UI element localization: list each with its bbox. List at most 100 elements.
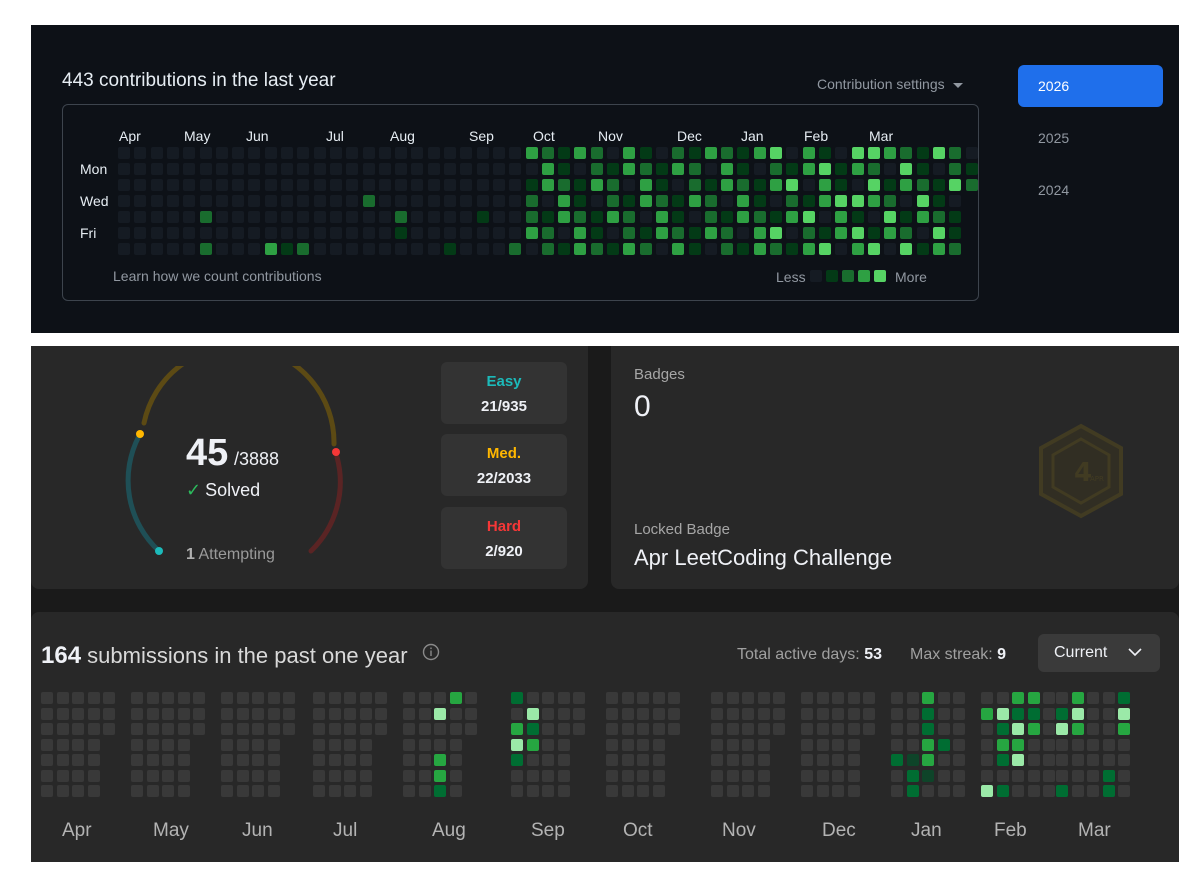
contribution-day-cell[interactable] bbox=[786, 163, 799, 175]
contribution-day-cell[interactable] bbox=[835, 147, 848, 159]
contribution-day-cell[interactable] bbox=[770, 179, 782, 191]
submission-day-cell[interactable] bbox=[1012, 785, 1024, 797]
submission-day-cell[interactable] bbox=[449, 707, 462, 720]
submission-day-cell[interactable] bbox=[418, 723, 431, 735]
submission-day-cell[interactable] bbox=[283, 707, 295, 720]
contribution-day-cell[interactable] bbox=[232, 195, 245, 207]
submission-day-cell[interactable] bbox=[981, 769, 993, 782]
submission-day-cell[interactable] bbox=[193, 707, 205, 720]
submission-day-cell[interactable] bbox=[283, 723, 295, 735]
submission-day-cell[interactable] bbox=[193, 723, 205, 735]
submission-day-cell[interactable] bbox=[801, 738, 813, 751]
contribution-day-cell[interactable] bbox=[851, 211, 864, 223]
contribution-day-cell[interactable] bbox=[607, 179, 619, 191]
contribution-day-cell[interactable] bbox=[118, 195, 130, 207]
submission-day-cell[interactable] bbox=[711, 754, 723, 766]
contribution-day-cell[interactable] bbox=[346, 227, 359, 239]
contribution-day-cell[interactable] bbox=[492, 147, 505, 159]
contribution-day-cell[interactable] bbox=[590, 195, 603, 207]
contribution-day-cell[interactable] bbox=[574, 163, 587, 175]
submission-day-cell[interactable] bbox=[816, 754, 829, 766]
submission-day-cell[interactable] bbox=[267, 707, 280, 720]
contribution-day-cell[interactable] bbox=[737, 195, 750, 207]
contribution-day-cell[interactable] bbox=[183, 227, 196, 239]
contribution-day-cell[interactable] bbox=[867, 195, 880, 207]
contribution-day-cell[interactable] bbox=[411, 147, 424, 159]
submission-day-cell[interactable] bbox=[847, 723, 860, 735]
contribution-day-cell[interactable] bbox=[281, 211, 293, 223]
submission-day-cell[interactable] bbox=[801, 707, 813, 720]
contribution-day-cell[interactable] bbox=[199, 195, 212, 207]
contribution-day-cell[interactable] bbox=[672, 195, 685, 207]
submission-day-cell[interactable] bbox=[557, 707, 570, 720]
contribution-day-cell[interactable] bbox=[395, 243, 408, 255]
contribution-day-cell[interactable] bbox=[297, 243, 310, 255]
submission-day-cell[interactable] bbox=[1118, 785, 1130, 797]
submission-day-cell[interactable] bbox=[236, 707, 249, 720]
contribution-day-cell[interactable] bbox=[900, 179, 913, 191]
submission-day-cell[interactable] bbox=[953, 769, 965, 782]
submission-day-cell[interactable] bbox=[863, 692, 875, 704]
submission-day-cell[interactable] bbox=[526, 738, 539, 751]
submission-day-cell[interactable] bbox=[726, 707, 739, 720]
contribution-day-cell[interactable] bbox=[867, 243, 880, 255]
submission-day-cell[interactable] bbox=[221, 692, 233, 704]
contribution-day-cell[interactable] bbox=[232, 147, 245, 159]
submission-day-cell[interactable] bbox=[726, 738, 739, 751]
submission-day-cell[interactable] bbox=[72, 738, 84, 751]
contribution-day-cell[interactable] bbox=[215, 163, 228, 175]
submission-day-cell[interactable] bbox=[56, 707, 69, 720]
submission-day-cell[interactable] bbox=[668, 707, 680, 720]
submission-day-cell[interactable] bbox=[87, 692, 100, 704]
submission-day-cell[interactable] bbox=[72, 707, 84, 720]
contribution-day-cell[interactable] bbox=[753, 195, 766, 207]
submission-day-cell[interactable] bbox=[937, 754, 950, 766]
contribution-day-cell[interactable] bbox=[688, 195, 701, 207]
contribution-day-cell[interactable] bbox=[623, 147, 636, 159]
contribution-day-cell[interactable] bbox=[574, 227, 587, 239]
contribution-day-cell[interactable] bbox=[444, 227, 456, 239]
submission-day-cell[interactable] bbox=[981, 785, 993, 797]
contribution-day-cell[interactable] bbox=[118, 243, 130, 255]
submission-day-cell[interactable] bbox=[981, 738, 993, 751]
contribution-day-cell[interactable] bbox=[851, 163, 864, 175]
contribution-day-cell[interactable] bbox=[199, 179, 212, 191]
submission-day-cell[interactable] bbox=[511, 692, 523, 704]
submission-day-cell[interactable] bbox=[922, 754, 934, 766]
contribution-day-cell[interactable] bbox=[590, 147, 603, 159]
submission-day-cell[interactable] bbox=[465, 692, 477, 704]
submission-day-cell[interactable] bbox=[283, 692, 295, 704]
contribution-day-cell[interactable] bbox=[721, 179, 734, 191]
submission-day-cell[interactable] bbox=[891, 738, 903, 751]
submission-day-cell[interactable] bbox=[236, 723, 249, 735]
submission-day-cell[interactable] bbox=[621, 707, 634, 720]
submission-day-cell[interactable] bbox=[621, 723, 634, 735]
contribution-day-cell[interactable] bbox=[900, 227, 913, 239]
contribution-day-cell[interactable] bbox=[444, 147, 456, 159]
contribution-day-cell[interactable] bbox=[281, 243, 293, 255]
contribution-day-cell[interactable] bbox=[492, 227, 505, 239]
submission-day-cell[interactable] bbox=[637, 692, 649, 704]
contribution-day-cell[interactable] bbox=[770, 147, 782, 159]
contribution-day-cell[interactable] bbox=[884, 147, 897, 159]
submission-day-cell[interactable] bbox=[313, 785, 325, 797]
contribution-day-cell[interactable] bbox=[166, 211, 179, 223]
contribution-day-cell[interactable] bbox=[639, 195, 652, 207]
submission-day-cell[interactable] bbox=[606, 738, 618, 751]
contribution-day-cell[interactable] bbox=[199, 243, 212, 255]
submission-day-cell[interactable] bbox=[757, 723, 770, 735]
contribution-day-cell[interactable] bbox=[721, 195, 734, 207]
contribution-day-cell[interactable] bbox=[281, 195, 293, 207]
contribution-day-cell[interactable] bbox=[329, 195, 342, 207]
contribution-day-cell[interactable] bbox=[607, 243, 619, 255]
contribution-day-cell[interactable] bbox=[362, 163, 375, 175]
submission-day-cell[interactable] bbox=[1102, 754, 1115, 766]
submission-day-cell[interactable] bbox=[1012, 692, 1024, 704]
contribution-day-cell[interactable] bbox=[607, 163, 619, 175]
info-icon[interactable] bbox=[422, 643, 440, 661]
contribution-day-cell[interactable] bbox=[232, 227, 245, 239]
submission-day-cell[interactable] bbox=[773, 692, 785, 704]
contribution-day-cell[interactable] bbox=[427, 147, 440, 159]
contribution-day-cell[interactable] bbox=[818, 243, 831, 255]
contribution-day-cell[interactable] bbox=[215, 227, 228, 239]
